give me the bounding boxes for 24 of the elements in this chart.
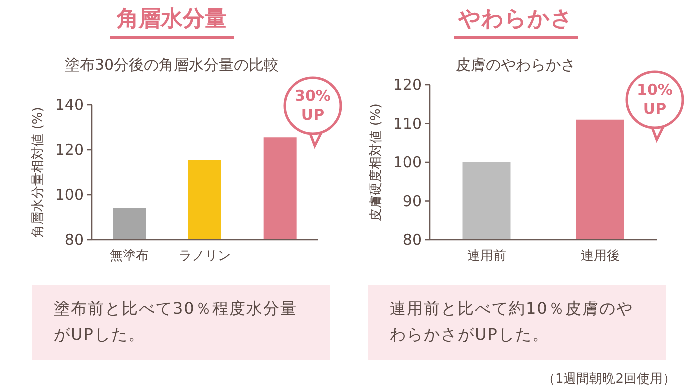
chart-title: やわらかさ	[457, 6, 574, 34]
chart-subtitle: 塗布30分後の角層水分量の比較	[64, 56, 280, 75]
chart-title: 角層水分量	[116, 6, 228, 34]
x-tick-label: ラノリン	[179, 249, 231, 264]
annotation: 10% UP	[636, 81, 674, 119]
y-tick-label: 100	[393, 154, 422, 172]
y-tick-label: 140	[55, 96, 84, 114]
x-tick-label: 連用後	[580, 249, 620, 264]
y-axis-title: 角層水分量相対値 (%)	[30, 107, 46, 238]
text: 塗布前と比べて30％程度水分量がUPした。	[54, 298, 298, 346]
y-tick-label: 100	[55, 186, 84, 204]
y-tick-label: 120	[393, 76, 422, 94]
text: 連用前と比べて約10％皮膚のやわらかさがUPした。	[390, 298, 634, 346]
text: （1週間朝晩2回使用）	[542, 371, 676, 388]
annotation: 30% UP	[294, 87, 332, 125]
y-tick-label: 80	[64, 231, 84, 249]
y-tick-label: 120	[55, 141, 84, 159]
y-tick-label: 110	[393, 114, 422, 133]
y-tick-label: 90	[402, 192, 422, 210]
x-tick-label: 連用前	[467, 249, 506, 264]
chart-subtitle: 皮膚のやわらかさ	[455, 56, 577, 75]
y-tick-label: 80	[402, 231, 422, 249]
x-tick-label: 無塗布	[110, 249, 150, 264]
y-axis-title: 皮膚硬度相対値 (%)	[368, 104, 384, 222]
